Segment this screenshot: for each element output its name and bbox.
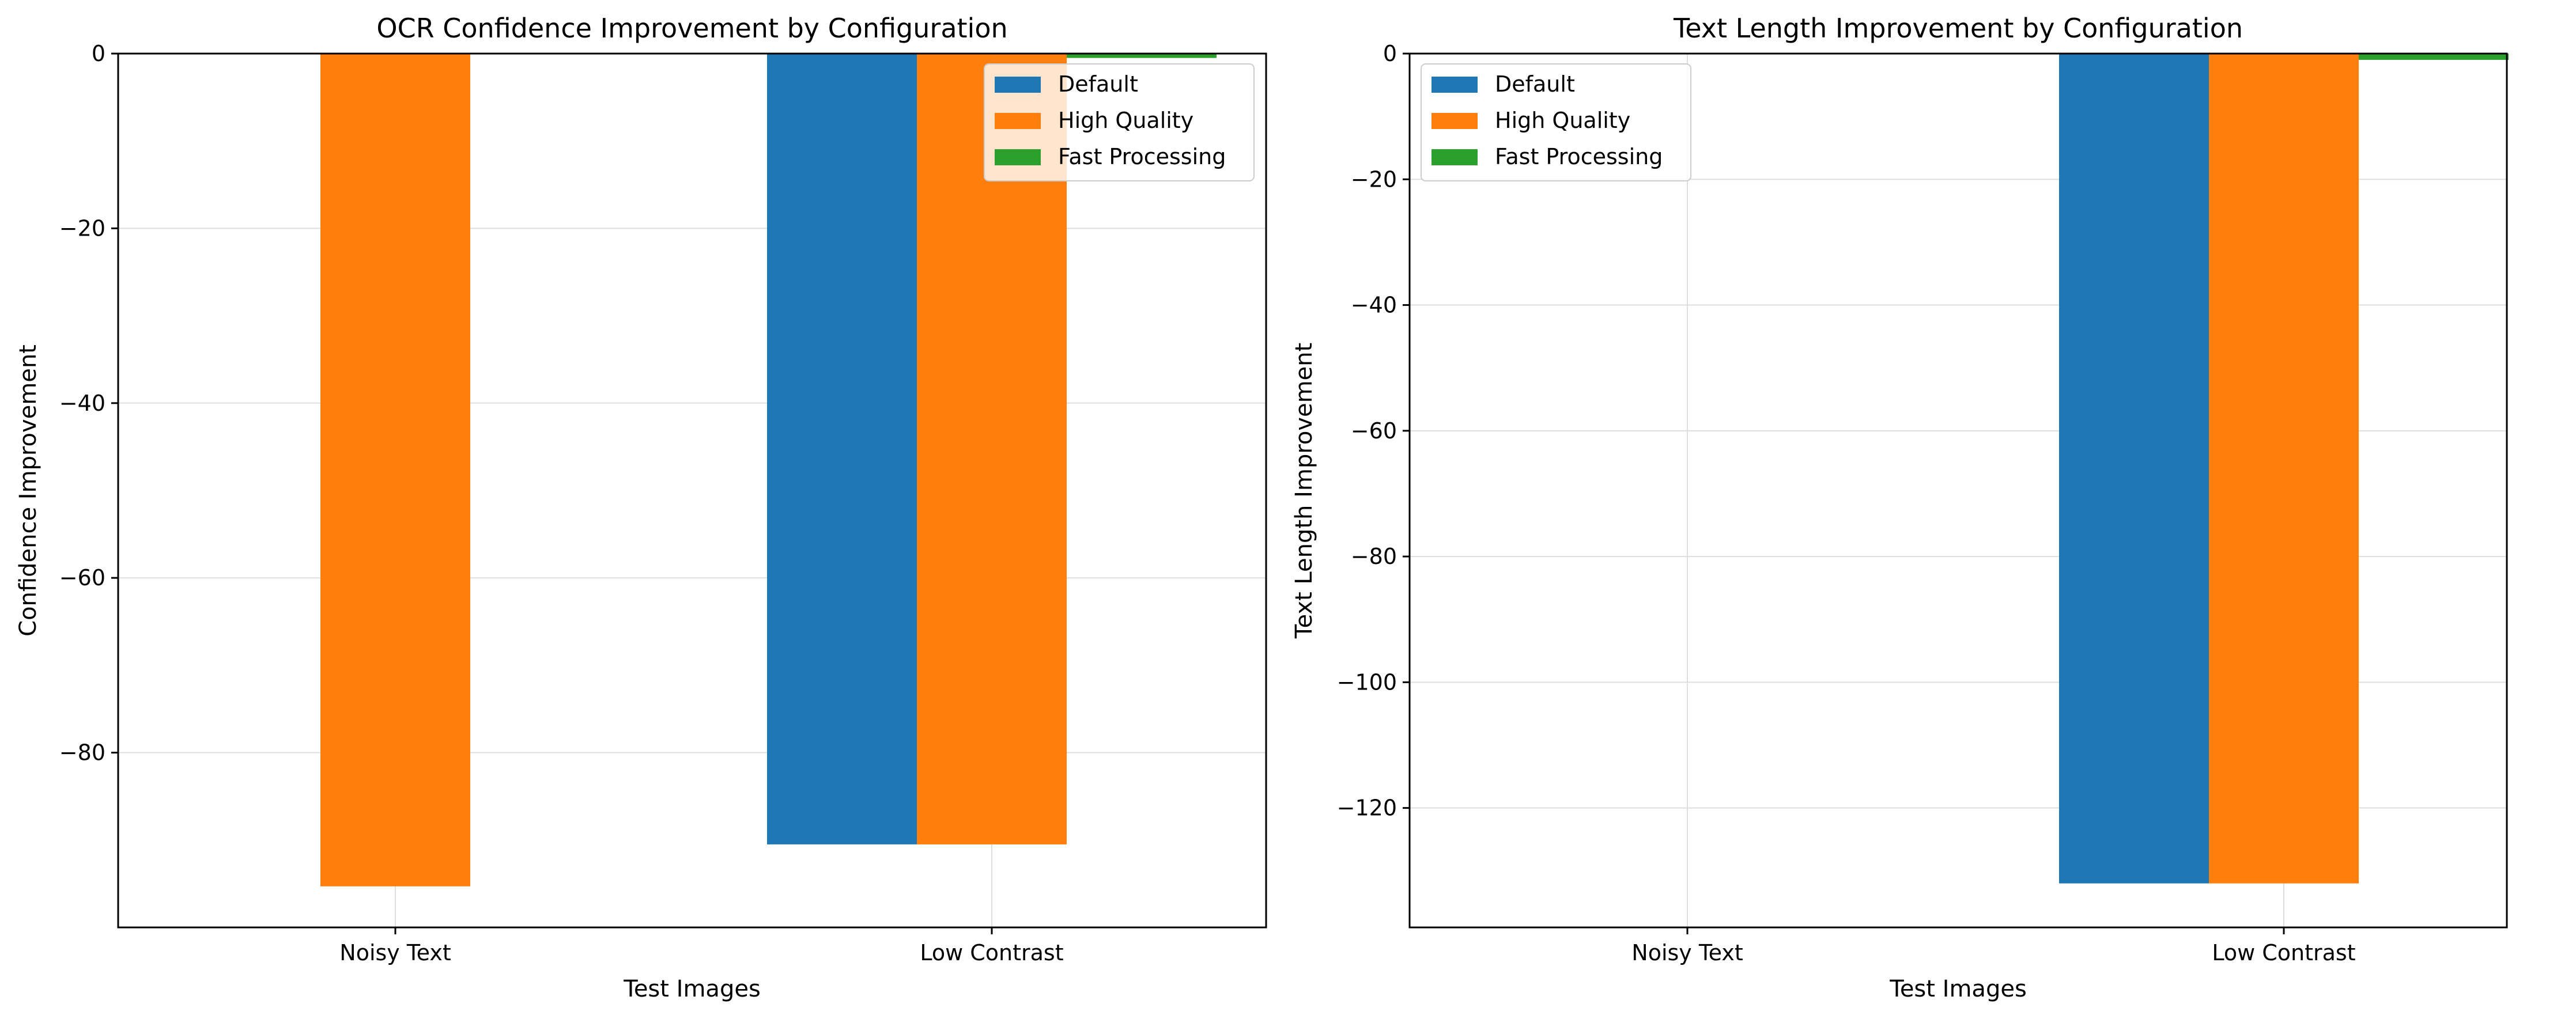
- x-tick-label: Noisy Text: [1631, 940, 1743, 965]
- legend-label: Default: [1058, 71, 1138, 97]
- legend-swatch: [995, 149, 1041, 165]
- legend-swatch: [995, 77, 1041, 93]
- y-tick-label: 0: [1383, 41, 1397, 66]
- y-tick-label: −120: [1337, 795, 1397, 821]
- legend: Default High Quality Fast Processing: [984, 63, 1255, 181]
- y-tick-label: −20: [59, 215, 105, 241]
- bar-high-quality: [2209, 54, 2359, 884]
- y-tick-label: −80: [1351, 544, 1397, 569]
- y-tick-label: −40: [1351, 293, 1397, 318]
- bar-high-quality: [917, 54, 1067, 844]
- legend-label: High Quality: [1495, 108, 1630, 133]
- y-tick-label: −20: [1351, 166, 1397, 192]
- x-tick-label: Noisy Text: [339, 940, 451, 965]
- bar-default: [767, 54, 917, 844]
- x-tick-label: Low Contrast: [2212, 940, 2355, 965]
- confidence-chart: 0 −20 −40 −60 −80 Noisy Text Low Contrast OCR C…: [15, 13, 1267, 1002]
- legend-box: [1421, 63, 1691, 181]
- bar-fast-processing: [2359, 54, 2509, 60]
- legend-swatch: [1431, 77, 1478, 93]
- y-tick-label: −80: [59, 740, 105, 766]
- y-axis-label: Text Length Improvement: [1291, 343, 1317, 639]
- x-axis-label: Test Images: [1889, 976, 2027, 1002]
- y-tick-label: 0: [92, 41, 105, 66]
- axes-frame: [117, 52, 1267, 929]
- axes-frame: [1408, 52, 2508, 929]
- legend: Default High Quality Fast Processing: [1421, 63, 1691, 181]
- text-length-chart: 0 −20 −40 −60 −80 −100 −120 Noisy Text Low Contr…: [1291, 13, 2509, 1002]
- legend-label: Default: [1495, 71, 1575, 97]
- chart-title: OCR Confidence Improvement by Configurat…: [376, 13, 1007, 44]
- legend-swatch: [1431, 113, 1478, 129]
- bar-high-quality: [320, 54, 470, 887]
- bar-fast-processing: [1067, 54, 1217, 58]
- legend-label: Fast Processing: [1058, 144, 1226, 169]
- y-tick-label: −100: [1337, 669, 1397, 695]
- bar-default: [2059, 54, 2209, 884]
- legend-label: Fast Processing: [1495, 144, 1663, 169]
- chart-title: Text Length Improvement by Configuration: [1673, 13, 2243, 44]
- x-axis-label: Test Images: [623, 976, 761, 1002]
- legend-swatch: [995, 113, 1041, 129]
- y-tick-label: −60: [59, 565, 105, 590]
- legend-swatch: [1431, 149, 1478, 165]
- y-tick-label: −40: [59, 391, 105, 416]
- y-axis-label: Confidence Improvement: [15, 344, 41, 637]
- legend-box: [984, 63, 1255, 181]
- x-tick-label: Low Contrast: [920, 940, 1063, 965]
- legend-label: High Quality: [1058, 108, 1193, 133]
- y-tick-label: −60: [1351, 418, 1397, 444]
